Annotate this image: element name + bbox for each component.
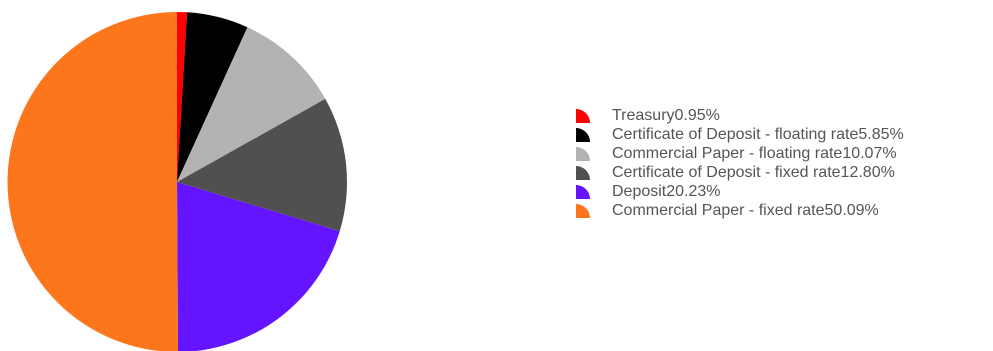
legend-swatch-icon (576, 184, 590, 199)
legend-item: Certificate of Deposit - fixed rate 12.8… (576, 163, 904, 182)
legend-swatch-icon (576, 203, 590, 218)
legend-label: Treasury (612, 106, 675, 124)
legend-label: Certificate of Deposit - fixed rate (612, 163, 841, 181)
legend-item: Commercial Paper - fixed rate 50.09% (576, 201, 904, 220)
chart-legend: Treasury 0.95% Certificate of Deposit - f… (576, 106, 904, 220)
pie-slice-1 (177, 12, 248, 182)
pie-slice-4 (177, 182, 340, 351)
legend-swatch-icon (576, 108, 590, 123)
pie-slice-3 (177, 98, 347, 232)
pie-slice-5 (7, 12, 179, 351)
legend-value: 10.07% (842, 144, 897, 162)
legend-value: 5.85% (858, 125, 904, 143)
legend-item: Certificate of Deposit - floating rate 5… (576, 125, 904, 144)
legend-swatch-icon (576, 165, 590, 180)
legend-item: Deposit 20.23% (576, 182, 904, 201)
legend-label: Commercial Paper - fixed rate (612, 201, 825, 219)
legend-value: 50.09% (824, 201, 879, 219)
legend-value: 0.95% (674, 106, 720, 124)
pie-slice-2 (177, 27, 326, 183)
pie-slice-0 (177, 11, 188, 182)
legend-item: Treasury 0.95% (576, 106, 904, 125)
legend-swatch-icon (576, 127, 590, 142)
legend-swatch-icon (576, 146, 590, 161)
legend-item: Commercial Paper - floating rate 10.07% (576, 144, 904, 163)
legend-label: Certificate of Deposit - floating rate (612, 125, 859, 143)
legend-label: Deposit (612, 182, 667, 200)
legend-label: Commercial Paper - floating rate (612, 144, 843, 162)
legend-value: 12.80% (840, 163, 895, 181)
legend-value: 20.23% (666, 182, 721, 200)
